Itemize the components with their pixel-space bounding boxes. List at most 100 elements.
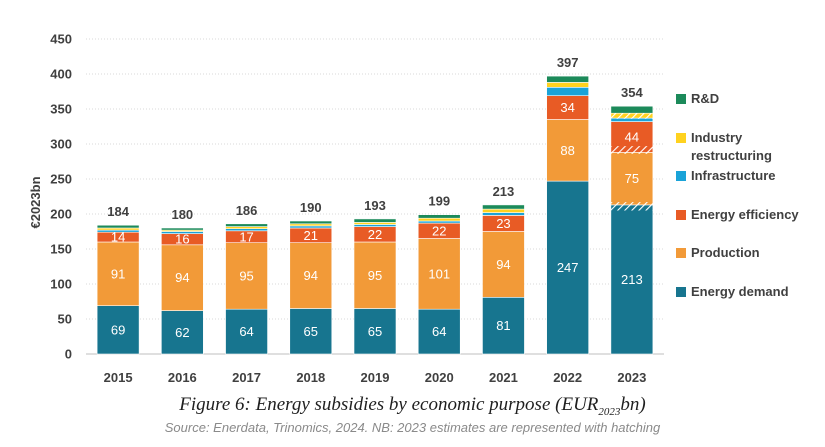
y-axis-label: €2023bn	[28, 176, 43, 228]
data-label-energy-efficiency-2023: 44	[625, 130, 639, 145]
data-label-production-2018: 94	[304, 268, 318, 283]
legend-label-energy-demand: Energy demand	[691, 284, 789, 299]
x-tick-label-2016: 2016	[168, 370, 197, 385]
x-tick-label-2017: 2017	[232, 370, 261, 385]
data-label-energy-efficiency-2020: 22	[432, 223, 446, 238]
x-tick-label-2020: 2020	[425, 370, 454, 385]
data-label-production-2016: 94	[175, 270, 189, 285]
x-tick-label-2022: 2022	[553, 370, 582, 385]
y-tick-label: 0	[65, 347, 72, 362]
bar-production-2023	[610, 152, 654, 206]
total-label-2018: 190	[300, 200, 322, 215]
figure-caption: Figure 6: Energy subsidies by economic p…	[179, 394, 646, 418]
x-tick-label-2019: 2019	[361, 370, 390, 385]
bar-r-d-2015	[96, 224, 140, 229]
bar-production-2019	[353, 241, 397, 309]
legend-label-energy-efficiency: Energy efficiency	[691, 207, 799, 222]
total-label-2023: 354	[621, 85, 643, 100]
bar-r-d-2017	[225, 223, 268, 227]
y-tick-label: 50	[58, 312, 72, 327]
data-label-energy-demand-2023: 213	[621, 272, 643, 287]
y-tick-label: 150	[50, 242, 72, 257]
hatch-estimate-3	[610, 113, 653, 119]
bar-infrastructure-2022	[546, 87, 589, 97]
bar-industry-restructuring-2019	[353, 222, 397, 225]
data-label-energy-efficiency-2019: 22	[368, 227, 382, 242]
data-label-energy-demand-2018: 65	[304, 324, 318, 339]
data-label-energy-efficiency-2018: 21	[304, 228, 318, 243]
x-tick-label-2021: 2021	[489, 370, 518, 385]
bar-industry-restructuring-2022	[546, 82, 589, 88]
bar-r-d-2023	[610, 105, 654, 114]
legend-swatch-r-d	[676, 94, 686, 104]
x-tick-label-2015: 2015	[104, 370, 133, 385]
data-label-production-2017: 95	[239, 268, 253, 283]
bar-r-d-2021	[482, 204, 525, 210]
data-label-production-2015: 91	[111, 266, 125, 281]
bar-industry-restructuring-2018	[289, 223, 333, 227]
y-tick-label: 300	[50, 137, 72, 152]
y-tick-label: 350	[50, 102, 72, 117]
bar-r-d-2022	[546, 75, 589, 83]
legend-swatch-energy-demand	[676, 287, 686, 297]
bar-energy-demand-2015	[96, 305, 140, 355]
x-tick-label-2023: 2023	[617, 370, 646, 385]
data-label-energy-efficiency-2022: 34	[560, 100, 574, 115]
data-label-production-2021: 94	[496, 257, 510, 272]
legend-swatch-industry-restructuring	[676, 133, 686, 143]
data-label-energy-efficiency-2016: 16	[175, 232, 189, 247]
data-label-production-2023: 75	[625, 171, 639, 186]
legend-label-industry-restructuring: Industry restructuring	[691, 130, 772, 163]
total-label-2022: 397	[557, 55, 579, 70]
total-label-2021: 213	[493, 184, 515, 199]
bar-industry-restructuring-2021	[482, 208, 525, 213]
data-label-energy-demand-2016: 62	[175, 325, 189, 340]
data-label-energy-demand-2022: 247	[557, 260, 579, 275]
total-label-2016: 180	[171, 207, 193, 222]
data-label-energy-demand-2019: 65	[368, 324, 382, 339]
stacked-bar-chart: 0 50 100 150 200 250 300 350 400 450 €2023bn 2015 20…	[28, 32, 799, 386]
bar-production-2015	[96, 241, 140, 307]
bar-r-d-2016	[161, 227, 204, 231]
legend-swatch-energy-efficiency	[676, 210, 686, 220]
legend-label-production: Production	[691, 245, 760, 260]
total-label-2017: 186	[236, 203, 258, 218]
legend-swatch-infrastructure	[676, 171, 686, 181]
bar-energy-demand-2020	[417, 308, 461, 355]
data-label-energy-efficiency-2015: 14	[111, 230, 125, 245]
legend-label-infrastructure: Infrastructure	[691, 168, 776, 183]
y-tick-label: 100	[50, 277, 72, 292]
legend-line: restructuring	[691, 148, 772, 163]
legend-swatch-production	[676, 248, 686, 258]
bar-production-2017	[225, 242, 268, 310]
bar-energy-demand-2019	[353, 308, 397, 355]
data-label-energy-demand-2017: 64	[239, 324, 253, 339]
data-label-production-2020: 101	[428, 266, 450, 281]
hatch-estimate-2	[610, 146, 653, 154]
bar-energy-demand-2022	[546, 180, 589, 355]
total-label-2015: 184	[107, 204, 129, 219]
total-label-2019: 193	[364, 198, 386, 213]
data-label-energy-demand-2015: 69	[111, 322, 125, 337]
hatch-estimate-1	[610, 202, 653, 211]
bar-energy-demand-2018	[289, 308, 333, 355]
data-label-production-2019: 95	[368, 268, 382, 283]
y-tick-label: 200	[50, 207, 72, 222]
bar-production-2020	[417, 238, 461, 310]
bar-r-d-2018	[289, 220, 333, 225]
data-label-energy-efficiency-2017: 17	[239, 229, 253, 244]
y-tick-label: 400	[50, 67, 72, 82]
legend-line: Industry	[691, 130, 743, 145]
source-note: Source: Enerdata, Trinomics, 2024. NB: 2…	[164, 420, 661, 435]
bar-r-d-2020	[417, 214, 461, 219]
data-label-energy-demand-2020: 64	[432, 324, 446, 339]
data-label-production-2022: 88	[560, 143, 574, 158]
bar-production-2021	[482, 231, 525, 298]
data-label-energy-demand-2021: 81	[496, 318, 510, 333]
total-label-2020: 199	[428, 194, 450, 209]
legend-label-r-d: R&D	[691, 91, 719, 106]
bar-industry-restructuring-2020	[417, 217, 461, 222]
x-tick-label-2018: 2018	[296, 370, 325, 385]
data-label-energy-efficiency-2021: 23	[496, 216, 510, 231]
y-tick-label: 250	[50, 172, 72, 187]
